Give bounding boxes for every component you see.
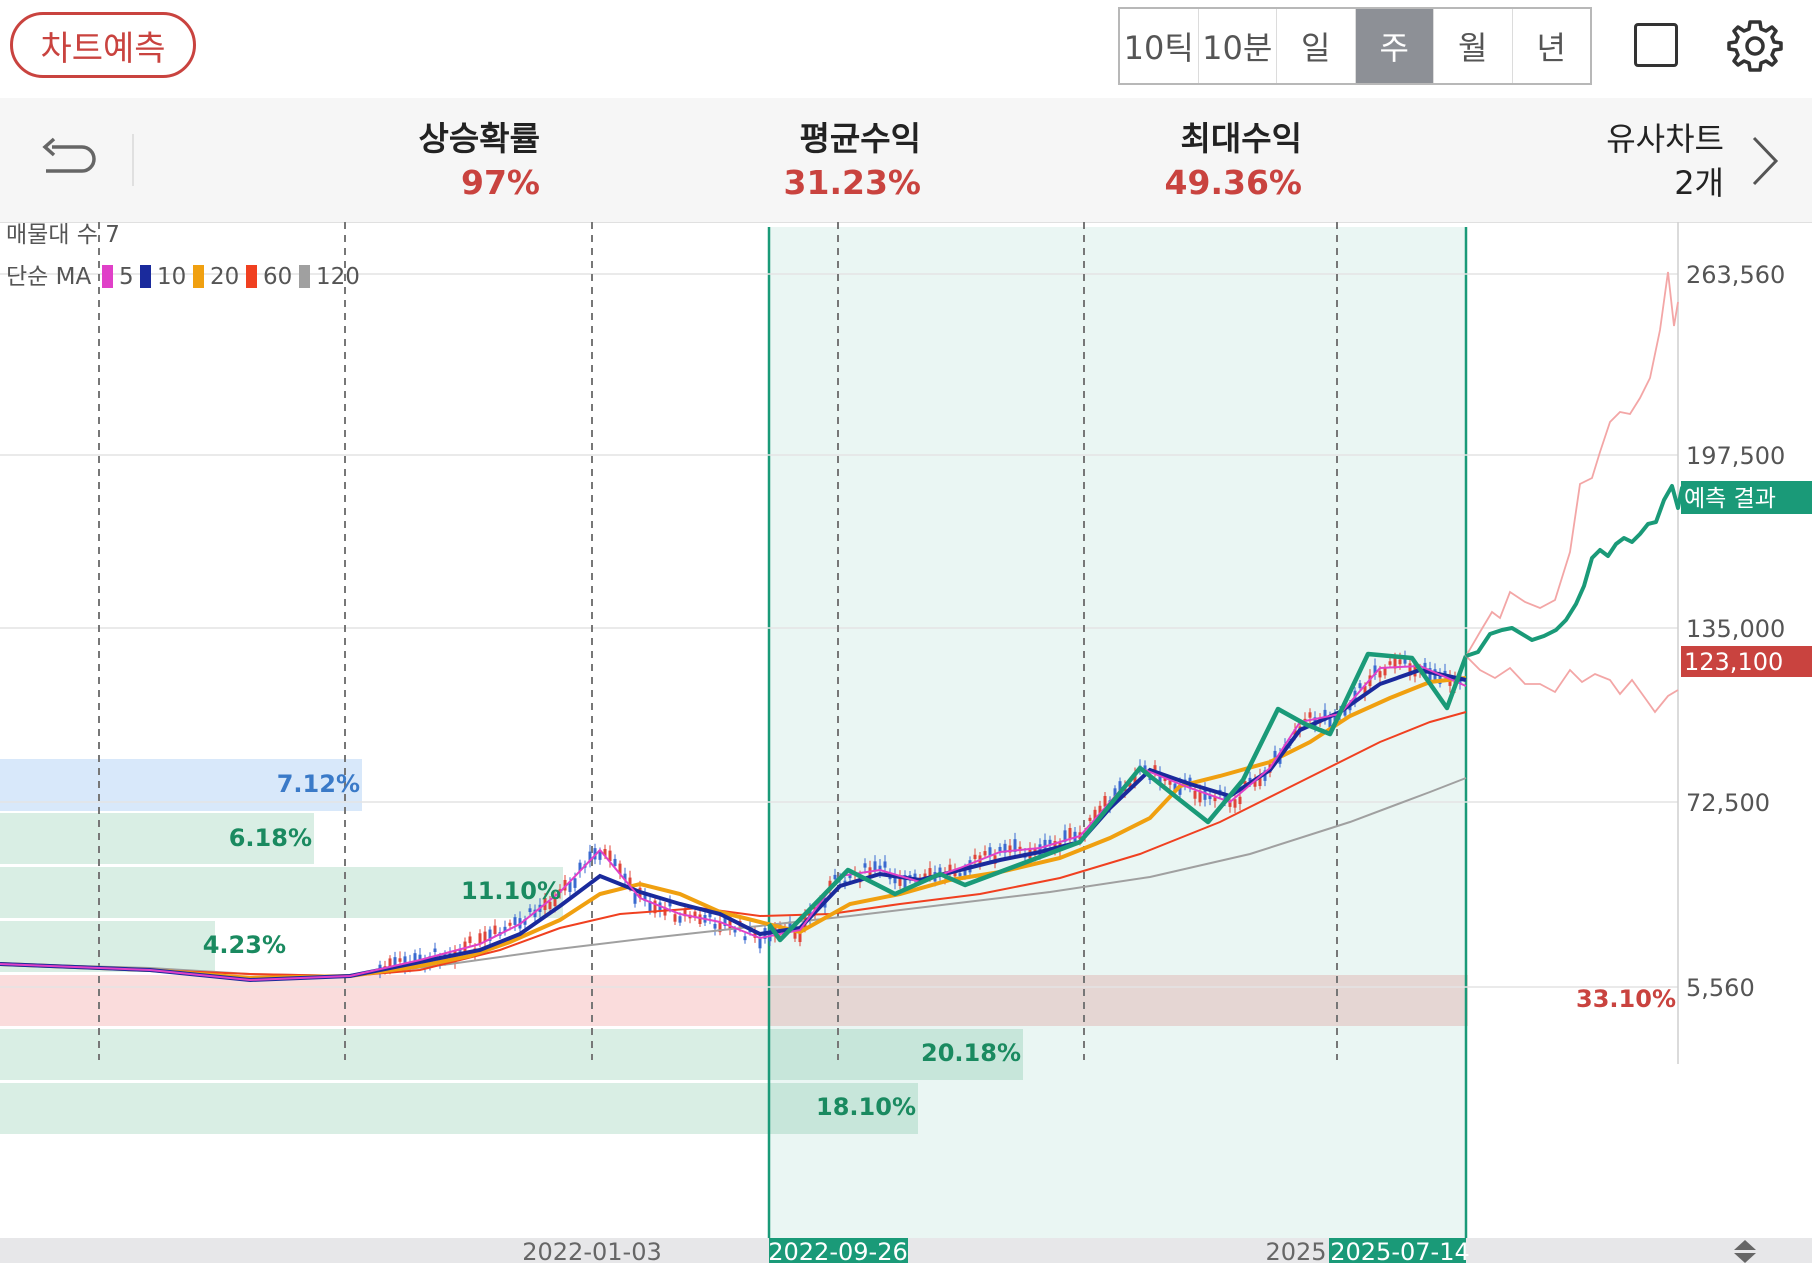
volume-bar-6 xyxy=(0,1029,1023,1080)
period-selector: 10틱 10분 일 주 월 년 xyxy=(1118,7,1592,85)
period-month[interactable]: 월 xyxy=(1434,9,1513,83)
period-week[interactable]: 주 xyxy=(1355,9,1434,83)
ma-20-label: 20 xyxy=(210,264,239,290)
gear-icon[interactable] xyxy=(1726,17,1784,75)
similar-charts-link[interactable]: 유사차트 2개 xyxy=(1606,118,1724,206)
average-return-label: 평균수익 xyxy=(799,119,921,158)
prediction-upper-line xyxy=(1465,271,1679,657)
ma-20-swatch xyxy=(193,265,204,288)
top-bar: 차트예측 10틱 10분 일 주 월 년 xyxy=(0,0,1812,98)
chevron-right-icon[interactable] xyxy=(1748,132,1782,190)
volume-bar-7 xyxy=(0,1083,918,1134)
resize-handle-icon[interactable] xyxy=(1734,1240,1756,1263)
undo-back-icon[interactable] xyxy=(38,133,96,187)
ma-legend-prefix: 단순 MA xyxy=(6,264,91,290)
ma-5-label: 5 xyxy=(119,264,134,290)
ma-120-label: 120 xyxy=(316,264,360,290)
y-tick-4: 72,500 xyxy=(1686,789,1770,817)
period-10tick[interactable]: 10틱 xyxy=(1120,9,1199,83)
prediction-result-badge xyxy=(1681,481,1812,514)
current-price-badge xyxy=(1681,646,1812,677)
ma-10-line xyxy=(0,667,1467,983)
chart-predict-button[interactable]: 차트예측 xyxy=(10,12,196,78)
volume-label-3: 11.10% xyxy=(461,877,561,905)
ma-legend: 단순 MA 5 10 20 60 120 xyxy=(6,264,360,290)
highlight-end-badge xyxy=(1329,1238,1466,1263)
rise-probability-label: 상승확률 xyxy=(418,119,540,158)
volume-bar-3 xyxy=(0,867,563,918)
ma-60-label: 60 xyxy=(263,264,292,290)
rise-probability-stat: 상승확률 97% xyxy=(419,118,540,206)
x-label-2025: 2025 xyxy=(1265,1238,1326,1263)
y-tick-1: 263,560 xyxy=(1686,261,1785,289)
average-return-stat: 평균수익 31.23% xyxy=(784,118,921,206)
volume-label-2: 6.18% xyxy=(229,824,312,852)
highlight-start-label: 2022-09-26 xyxy=(768,1238,907,1263)
volume-label-6: 20.18% xyxy=(921,1039,1021,1067)
vertical-gridlines xyxy=(98,222,1338,1060)
prediction-result-line xyxy=(1465,484,1688,658)
similar-pattern-region xyxy=(769,227,1466,1238)
similar-pattern-line xyxy=(767,651,1469,943)
y-tick-5: 5,560 xyxy=(1686,974,1755,1002)
volume-label-4: 4.23% xyxy=(203,931,286,959)
similar-charts-count: 2개 xyxy=(1674,164,1724,202)
ma-5-line xyxy=(0,664,1467,982)
max-return-label: 최대수익 xyxy=(1180,119,1302,158)
stock-prediction-chart: 7.12% 6.18% 11.10% 4.23% 33.10% 20.18% 1… xyxy=(0,222,1812,1263)
prediction-stats-bar xyxy=(0,98,1812,223)
y-tick-3: 135,000 xyxy=(1686,615,1785,643)
x-label-2022-01-03: 2022-01-03 xyxy=(522,1238,661,1263)
max-return-stat: 최대수익 49.36% xyxy=(1165,118,1302,206)
ma-10-swatch xyxy=(140,265,151,288)
period-10min[interactable]: 10분 xyxy=(1199,9,1277,83)
highlight-start-badge xyxy=(769,1238,908,1263)
prediction-result-label: 예측 결과 xyxy=(1684,486,1776,512)
volume-profile-legend: 매물대 수 7 xyxy=(6,222,120,248)
ma-120-swatch xyxy=(299,265,310,288)
period-day[interactable]: 일 xyxy=(1277,9,1356,83)
rise-probability-value: 97% xyxy=(461,163,540,202)
y-tick-2: 197,500 xyxy=(1686,442,1785,470)
volume-label-1: 7.12% xyxy=(277,770,360,798)
volume-bar-5 xyxy=(0,975,1468,1026)
prediction-lower-line xyxy=(1465,655,1679,714)
period-year[interactable]: 년 xyxy=(1536,29,1566,67)
highlight-end-label: 2025-07-14 xyxy=(1330,1238,1469,1263)
similar-charts-label: 유사차트 xyxy=(1606,120,1724,158)
max-return-value: 49.36% xyxy=(1164,163,1302,202)
ma-5-swatch xyxy=(102,265,113,288)
stats-divider xyxy=(132,134,134,186)
volume-label-5: 33.10% xyxy=(1576,985,1676,1013)
volume-label-7: 18.10% xyxy=(816,1093,916,1121)
average-return-value: 31.23% xyxy=(783,163,921,202)
ma-60-swatch xyxy=(246,265,257,288)
fullscreen-square-icon[interactable] xyxy=(1634,23,1678,67)
volume-bar-2 xyxy=(0,813,314,864)
current-price-label: 123,100 xyxy=(1684,648,1783,676)
ma-10-label: 10 xyxy=(157,264,186,290)
